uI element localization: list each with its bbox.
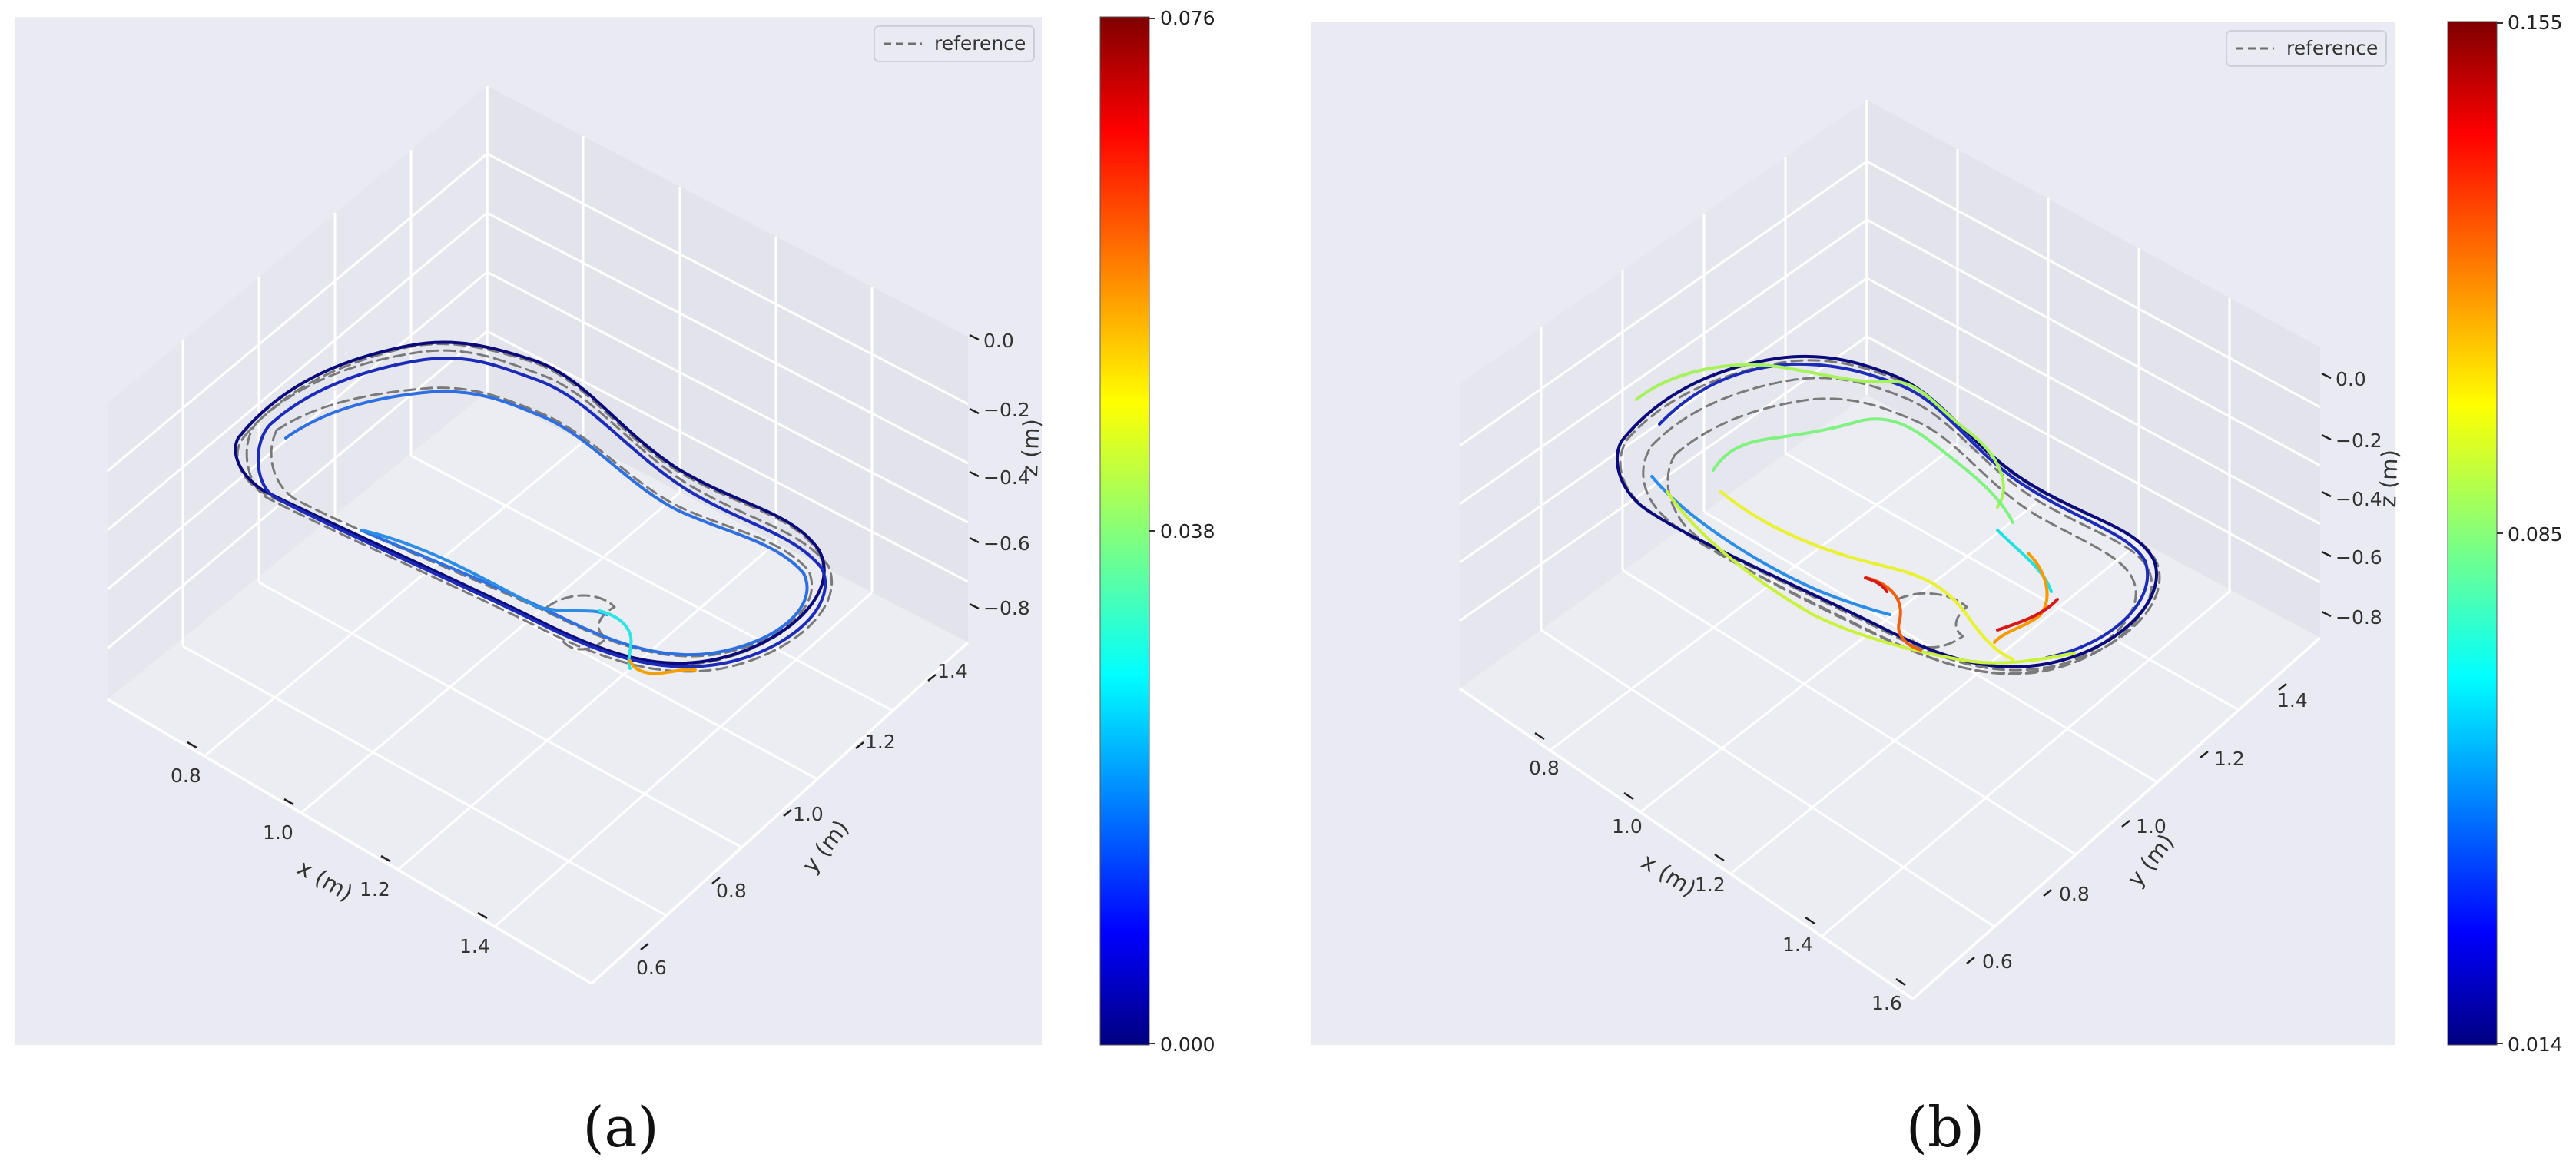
x-tick-label: 1.2 (360, 878, 390, 901)
estimated-trajectory (628, 659, 697, 675)
z-tick-label: −0.4 (2336, 488, 2382, 510)
estimated-trajectory (598, 609, 633, 670)
legend: reference (874, 25, 1035, 62)
colorbar-tick-label: 0.076 (1160, 7, 1215, 29)
colorbar-gradient (2447, 21, 2498, 1046)
axis-edges (1459, 100, 2322, 1000)
panel-a: 0.8 1.0 1.2 1.4 0.6 0.8 1.0 1.2 1.4 0.0 … (15, 7, 1215, 1159)
back-pane-left (108, 86, 487, 699)
y-tick-label: 1.4 (937, 660, 968, 682)
estimated-trajectory (257, 357, 827, 668)
panel-caption: (a) (582, 1095, 658, 1159)
y-tick-labels: 0.6 0.8 1.0 1.2 1.4 (1982, 689, 2308, 973)
y-tick-label: 1.2 (865, 731, 896, 753)
colorbar-tick-label: 0.000 (1160, 1033, 1215, 1056)
colorbar: 0.155 0.085 0.014 (2447, 12, 2563, 1056)
x-tick-label: 1.0 (263, 821, 293, 844)
colorbar: 0.076 0.038 0.000 (1099, 7, 1215, 1056)
z-tick-label: −0.8 (983, 597, 1030, 619)
colorbar-tick-label: 0.155 (2508, 12, 2563, 34)
z-tick-label: −0.2 (983, 399, 1030, 421)
z-axis-label: z (m) (2375, 449, 2403, 507)
x-tick-label: 1.0 (1612, 815, 1643, 838)
z-axis-label: z (m) (1016, 418, 1045, 476)
x-tick-labels: 0.8 1.0 1.2 1.4 1.6 (1529, 757, 1902, 1014)
estimated-trajectory (1666, 490, 2076, 665)
y-tick-labels: 0.6 0.8 1.0 1.2 1.4 (636, 660, 968, 979)
colorbar-gradient (1099, 16, 1150, 1046)
reference-trajectory (1619, 359, 2161, 672)
reference-trajectory (545, 594, 616, 651)
z-tick-label: −0.6 (983, 532, 1030, 555)
x-tick-label: 1.6 (1871, 992, 1902, 1014)
back-pane-right (1867, 100, 2320, 638)
back-pane-right (487, 86, 968, 642)
estimated-trajectory (1865, 576, 1922, 652)
estimated-trajectory (360, 529, 608, 616)
z-tick-label: −0.2 (2336, 430, 2382, 452)
z-tick-label: −0.6 (2336, 546, 2382, 569)
reference-trajectory (245, 349, 834, 673)
panel-b: 0.8 1.0 1.2 1.4 1.6 0.6 0.8 1.0 1.2 1.4 … (1311, 12, 2563, 1159)
panel-caption: (b) (1906, 1095, 1984, 1159)
y-tick-label: 1.4 (2277, 689, 2308, 712)
y-tick-label: 0.6 (1982, 950, 2013, 973)
legend-reference-label: reference (2286, 37, 2378, 59)
grid-lines (107, 136, 969, 928)
legend-box (874, 25, 1035, 62)
z-tick-label: 0.0 (983, 330, 1014, 352)
estimated-trajectory (1996, 529, 2053, 593)
tick-marks (1534, 372, 2332, 987)
trajectories (234, 340, 834, 675)
y-tick-label: 0.6 (636, 957, 667, 979)
z-tick-label: −0.8 (2336, 606, 2382, 629)
trajectories (1616, 354, 2161, 675)
estimated-trajectory (1616, 354, 2158, 669)
estimated-trajectory (1719, 490, 2014, 661)
tick-marks (187, 333, 980, 950)
legend-reference-label: reference (934, 32, 1026, 55)
x-tick-labels: 0.8 1.0 1.2 1.4 (171, 765, 490, 957)
y-tick-label: 0.8 (2059, 883, 2090, 905)
estimated-trajectory (1650, 475, 1891, 616)
estimated-trajectory (234, 340, 826, 665)
y-tick-label: 1.2 (2214, 748, 2245, 770)
z-tick-labels: 0.0 −0.2 −0.4 −0.6 −0.8 (2336, 368, 2382, 629)
reference-trajectory (1896, 592, 1968, 649)
legend: reference (2226, 30, 2387, 67)
legend-box (2226, 30, 2387, 67)
colorbar-tick-label: 0.085 (2508, 523, 2563, 546)
x-tick-label: 1.2 (1695, 874, 1726, 896)
y-tick-label: 1.0 (2136, 815, 2167, 838)
x-tick-label: 1.4 (1782, 934, 1813, 956)
grid-lines (1459, 149, 2321, 937)
z-tick-label: 0.0 (2336, 368, 2366, 390)
estimated-trajectory (1993, 552, 2049, 644)
y-tick-label: 1.0 (793, 803, 824, 825)
y-tick-label: 0.8 (716, 880, 747, 902)
estimated-trajectory (1635, 363, 2005, 509)
colorbar-tick-label: 0.014 (2508, 1033, 2563, 1056)
z-tick-label: −0.4 (983, 466, 1030, 489)
estimated-trajectory (284, 390, 809, 657)
colorbar-tick-label: 0.038 (1160, 520, 1215, 542)
axis-edges (107, 86, 970, 985)
x-tick-label: 0.8 (171, 765, 201, 787)
x-tick-label: 1.4 (459, 935, 490, 957)
back-pane-left (1460, 100, 1867, 688)
estimated-trajectory (1712, 417, 2014, 524)
z-tick-labels: 0.0 −0.2 −0.4 −0.6 −0.8 (983, 330, 1030, 619)
estimated-trajectory (1996, 598, 2059, 632)
x-tick-label: 0.8 (1529, 757, 1560, 779)
floor-pane (1460, 395, 2320, 999)
estimated-trajectory (1864, 576, 1888, 593)
